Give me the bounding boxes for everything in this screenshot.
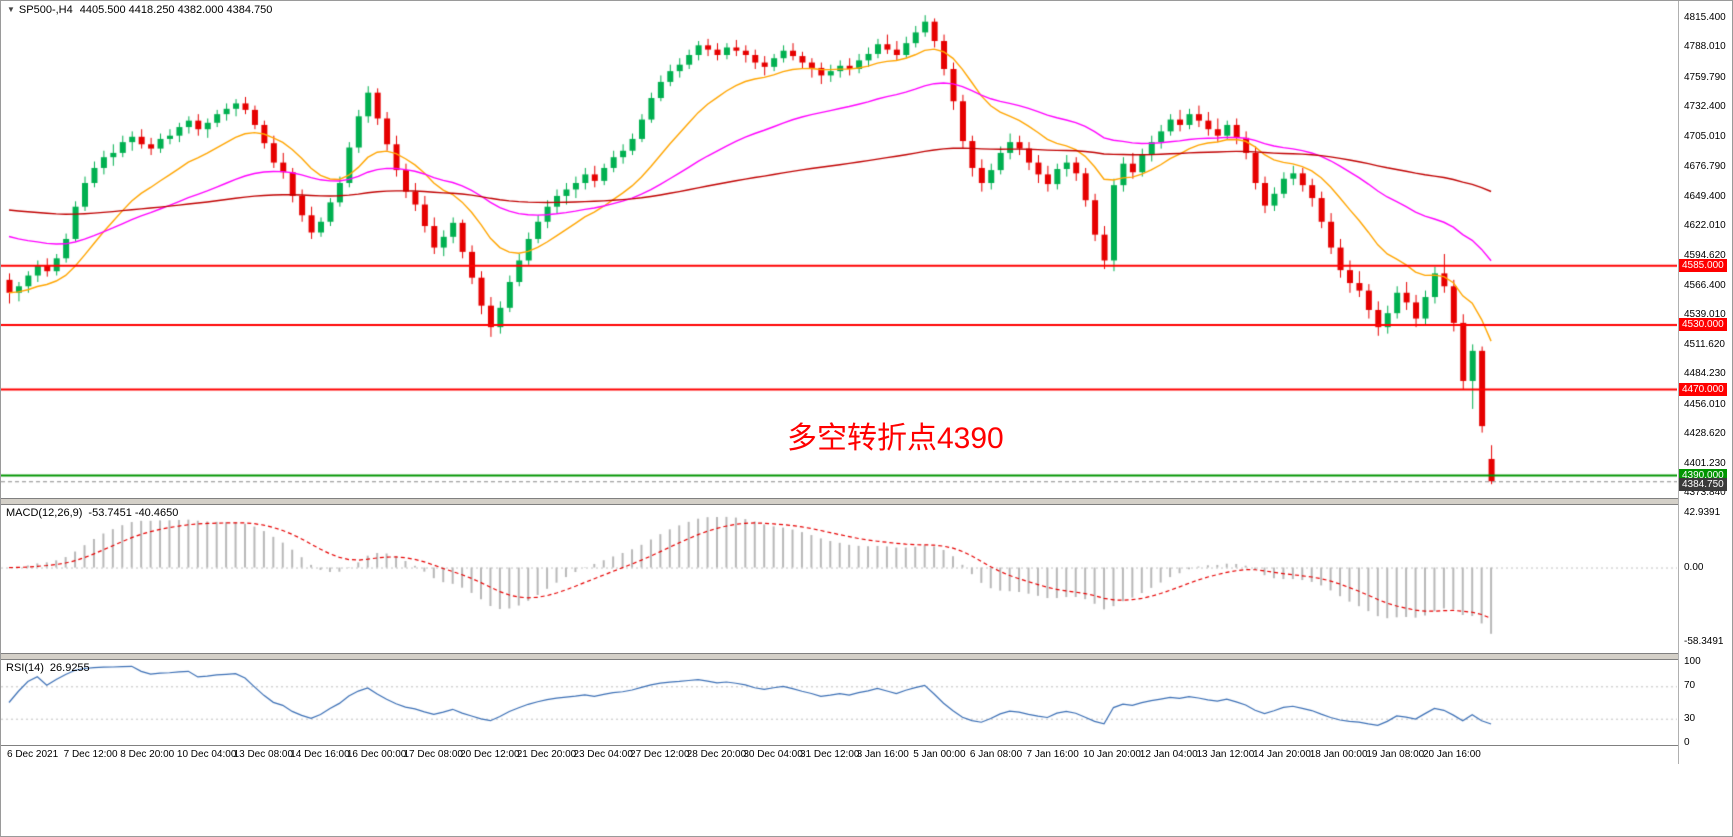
price-tick-label: 4511.620	[1684, 338, 1725, 350]
time-axis-label: 23 Dec 04:00	[573, 749, 633, 760]
time-axis-label: 30 Dec 04:00	[743, 749, 803, 760]
macd-tick-label: 0.00	[1684, 561, 1704, 573]
rsi-canvas[interactable]	[1, 660, 1677, 745]
macd-canvas[interactable]	[1, 505, 1677, 653]
price-tick-label: 4759.790	[1684, 71, 1726, 83]
time-axis-label: 20 Jan 16:00	[1423, 749, 1481, 760]
macd-panel[interactable]: MACD(12,26,9) -53.7451 -40.4650	[1, 505, 1677, 653]
time-axis-label: 10 Jan 20:00	[1083, 749, 1141, 760]
price-tick-label: 4649.400	[1684, 190, 1726, 202]
symbol-period-label: SP500-,H4	[18, 4, 73, 16]
time-axis-label: 16 Dec 00:00	[346, 749, 407, 760]
rsi-panel[interactable]: RSI(14) 26.9255	[1, 660, 1677, 745]
price-tick-label: 4788.010	[1684, 41, 1726, 53]
time-axis-label: 14 Dec 16:00	[290, 749, 350, 760]
price-tick-label: 4622.010	[1684, 220, 1726, 232]
rsi-tick-label: 0	[1684, 737, 1690, 748]
panel-divider[interactable]	[1, 653, 1678, 660]
price-chart-panel[interactable]: ▼ SP500-,H4 4405.500 4418.250 4382.000 438…	[1, 1, 1677, 498]
price-tick-label: 4594.620	[1684, 249, 1726, 261]
time-axis-label: 10 Dec 04:00	[176, 749, 237, 760]
time-axis-label: 28 Dec 20:00	[686, 749, 747, 760]
time-axis-label: 8 Dec 20:00	[120, 749, 175, 760]
time-axis-label: 21 Dec 20:00	[516, 749, 577, 760]
price-tick-label: 4815.400	[1684, 12, 1726, 23]
price-tick-label: 4373.840	[1684, 487, 1726, 498]
time-axis-label: 6 Dec 2021	[7, 749, 59, 760]
price-tick-label: 4456.010	[1684, 398, 1726, 410]
macd-tick-label: 42.9391	[1684, 506, 1721, 518]
time-axis-label: 13 Jan 12:00	[1196, 749, 1255, 760]
time-axis-label: 19 Jan 08:00	[1366, 749, 1425, 760]
price-tick-label: 4566.400	[1684, 279, 1726, 291]
rsi-tick-label: 100	[1684, 656, 1701, 667]
macd-values: -53.7451 -40.4650	[88, 507, 179, 519]
rsi-indicator-label: RSI(14) 26.9255	[6, 662, 90, 674]
time-axis-label: 6 Jan 08:00	[969, 749, 1023, 760]
price-line-label: 4530.000	[1679, 318, 1727, 331]
rsi-value: 26.9255	[49, 662, 90, 674]
time-axis-label: 31 Dec 12:00	[799, 749, 860, 760]
panel-divider[interactable]	[1, 498, 1678, 505]
price-line-label: 4585.000	[1679, 258, 1727, 272]
price-chart-canvas[interactable]	[1, 1, 1677, 498]
rsi-tick-label: 30	[1684, 712, 1696, 724]
time-axis[interactable]: 6 Dec 2021 7 Dec 12:00 8 Dec 20:00 10 Dec 0…	[1, 745, 1678, 765]
price-tick-label: 4401.230	[1684, 457, 1726, 469]
time-axis-label: 5 Jan 00:00	[913, 749, 966, 760]
time-axis-label: 7 Jan 16:00	[1026, 749, 1079, 760]
time-axis-label: 13 Dec 08:00	[233, 749, 294, 760]
price-tick-label: 4732.400	[1684, 101, 1726, 113]
chart-title: ▼ SP500-,H4 4405.500 4418.250 4382.000 438…	[7, 4, 272, 16]
time-axis-label: 17 Dec 08:00	[403, 749, 463, 760]
chart-shift-icon: ▼	[7, 5, 15, 14]
price-axis[interactable]: 4815.400 4788.010 4759.790 4732.400 4705.010…	[1678, 1, 1732, 764]
rsi-tick-label: 70	[1684, 680, 1696, 692]
time-axis-label: 12 Jan 04:00	[1139, 749, 1198, 760]
macd-name: MACD(12,26,9)	[6, 507, 83, 519]
time-axis-label: 27 Dec 12:00	[630, 749, 690, 760]
price-tick-label: 4539.010	[1684, 309, 1726, 321]
price-tick-label: 4484.230	[1684, 368, 1726, 380]
time-axis-label: 7 Dec 12:00	[63, 749, 118, 760]
price-tick-label: 4428.620	[1684, 428, 1726, 440]
macd-tick-label: -58.3491	[1684, 635, 1724, 647]
macd-indicator-label: MACD(12,26,9) -53.7451 -40.4650	[6, 507, 178, 519]
ohlc-values: 4405.500 4418.250 4382.000 4384.750	[79, 4, 273, 16]
time-axis-label: 14 Jan 20:00	[1253, 749, 1311, 760]
time-axis-label: 20 Dec 12:00	[460, 749, 520, 760]
price-tick-label: 4676.790	[1684, 161, 1726, 173]
chart-annotation-text[interactable]: 多空转折点4390	[787, 422, 1004, 455]
rsi-name: RSI(14)	[6, 662, 44, 674]
time-axis-label: 18 Jan 00:00	[1309, 749, 1368, 760]
current-price-label: 4384.750	[1679, 478, 1727, 492]
price-tick-label: 4705.010	[1684, 130, 1726, 142]
price-line-label: 4470.000	[1679, 382, 1727, 396]
time-axis-label: 3 Jan 16:00	[856, 749, 909, 760]
